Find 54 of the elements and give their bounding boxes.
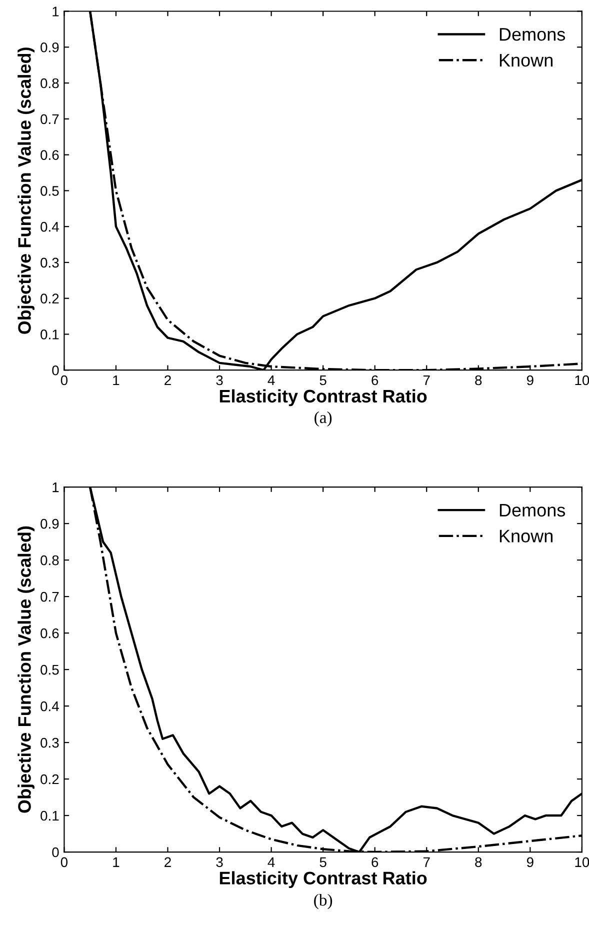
y-tick-label: 0.7 (40, 592, 59, 602)
legend-label: Known (500, 530, 552, 542)
x-tick-label: 3 (216, 375, 223, 386)
y-tick-label: 0.1 (40, 330, 59, 340)
y-tick-label: 0.1 (40, 810, 59, 821)
y-tick-label: 0 (52, 365, 59, 376)
x-tick-label: 9 (526, 857, 534, 868)
x-tick-label: 6 (372, 375, 378, 386)
y-tick-label: 0.9 (40, 518, 59, 529)
y-tick-label: 0.3 (40, 738, 59, 748)
x-tick-label: 1 (113, 857, 120, 867)
x-tick-label: 6 (372, 857, 378, 868)
y-tick-label: 0.2 (40, 294, 59, 304)
y-tick-label: 0.8 (40, 555, 59, 566)
y-tick-label: 0.4 (40, 222, 59, 232)
y-tick-label: 1 (52, 6, 59, 16)
x-tick-label: 7 (423, 857, 430, 867)
x-tick-label: 4 (268, 857, 275, 867)
x-tick-label: 2 (164, 375, 171, 386)
x-tick-label: 4 (268, 375, 275, 386)
x-tick-label: 3 (216, 857, 223, 868)
x-tick-label: 5 (320, 857, 326, 868)
x-tick-label: 0 (60, 375, 68, 386)
x-tick-label: 5 (320, 375, 326, 386)
y-tick-label: 0.4 (40, 701, 59, 712)
y-tick-label: 0.6 (40, 150, 59, 160)
y-tick-label: 1 (52, 482, 59, 492)
y-axis-title: Objective Function Value (scaled) (18, 48, 34, 334)
y-tick-label: 0.6 (40, 628, 59, 638)
x-axis-title: Elasticity Contrast Ratio (220, 871, 427, 888)
y-tick-label: 0.2 (40, 774, 59, 784)
y-tick-label: 0.9 (40, 42, 59, 52)
x-tick-label: 7 (423, 375, 430, 386)
legend-label: Demons (500, 28, 566, 41)
legend-label: Demons (500, 504, 566, 517)
x-tick-label: 2 (164, 857, 171, 867)
x-tick-label: 9 (526, 375, 534, 386)
x-axis-title: Elasticity Contrast Ratio (220, 389, 427, 406)
x-tick-label: 0 (60, 857, 68, 868)
x-tick-label: 1 (113, 375, 120, 386)
legend-label: Known (500, 54, 552, 67)
x-tick-label: 10 (575, 857, 589, 868)
y-tick-label: 0.5 (40, 664, 59, 675)
y-tick-label: 0.7 (40, 114, 59, 124)
y-tick-label: 0.3 (40, 258, 59, 268)
y-axis-title: Objective Function Value (scaled) (18, 526, 34, 813)
x-tick-label: 8 (475, 857, 482, 868)
x-tick-label: 8 (475, 375, 482, 386)
y-tick-label: 0 (52, 847, 59, 858)
text: (a) (314, 411, 332, 426)
y-tick-label: 0.8 (40, 78, 59, 88)
text: (b) (314, 894, 332, 910)
x-tick-label: 10 (575, 375, 589, 386)
y-tick-label: 0.5 (40, 186, 59, 196)
